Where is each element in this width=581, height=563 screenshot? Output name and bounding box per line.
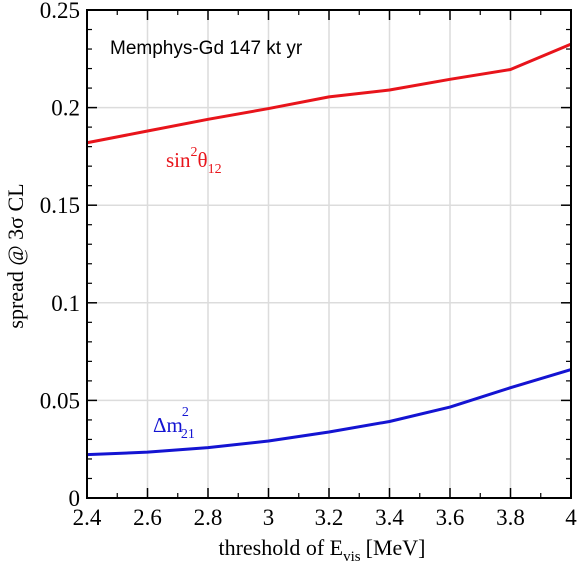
y-axis-title: spread @ 3σ CL xyxy=(3,183,28,328)
y-tick-label: 0.2 xyxy=(51,96,80,121)
x-axis-title: threshold of Evis [MeV] xyxy=(218,535,425,563)
x-axis-title-unit: [MeV] xyxy=(366,535,426,560)
x-tick-label: 3.2 xyxy=(315,505,344,530)
dm-label-sub: 21 xyxy=(181,427,195,442)
x-tick-label: 4 xyxy=(565,505,577,530)
series-label-sin2theta12: sin2θ12 xyxy=(166,145,222,177)
y-tick-label: 0.15 xyxy=(40,193,80,218)
x-tick-label: 2.4 xyxy=(73,505,102,530)
y-tick-label: 0 xyxy=(69,486,81,511)
y-tick-label: 0.05 xyxy=(40,388,80,413)
x-tick-label: 3 xyxy=(263,505,275,530)
x-tick-label: 2.6 xyxy=(133,505,162,530)
series-lines xyxy=(86,42,572,457)
plot-frame xyxy=(86,9,572,499)
x-tick-label: 3.8 xyxy=(496,505,525,530)
x-tick-label: 3.6 xyxy=(436,505,465,530)
sin-label-base: sin xyxy=(166,148,191,172)
dm-label-base: Δm xyxy=(153,413,183,437)
annotation-text: Memphys-Gd 147 kt yr xyxy=(110,38,303,59)
sin-label-sub: 12 xyxy=(208,162,222,177)
sin-label-sup: 2 xyxy=(191,145,198,160)
x-tick-label: 2.8 xyxy=(194,505,223,530)
dm-label-sup: 2 xyxy=(182,405,189,420)
y-tick-label: 0.25 xyxy=(40,0,80,23)
y-tick-label: 0.1 xyxy=(51,291,80,316)
x-axis-title-main: threshold of E xyxy=(218,535,343,560)
series-line-sin2theta12 xyxy=(86,42,572,145)
x-axis-title-sub: vis xyxy=(343,549,361,563)
x-tick-label: 3.4 xyxy=(375,505,404,530)
sin-label-main: θ xyxy=(198,148,208,172)
tick-labels: 2.4 2.6 2.8 3 3.2 3.4 3.6 3.8 4 0 0.05 0.1 0.15 0.2 0.… xyxy=(40,0,578,530)
grid xyxy=(87,10,571,498)
series-label-dm21: Δm2 21 xyxy=(153,405,195,442)
series-line-dm21 xyxy=(86,368,572,457)
